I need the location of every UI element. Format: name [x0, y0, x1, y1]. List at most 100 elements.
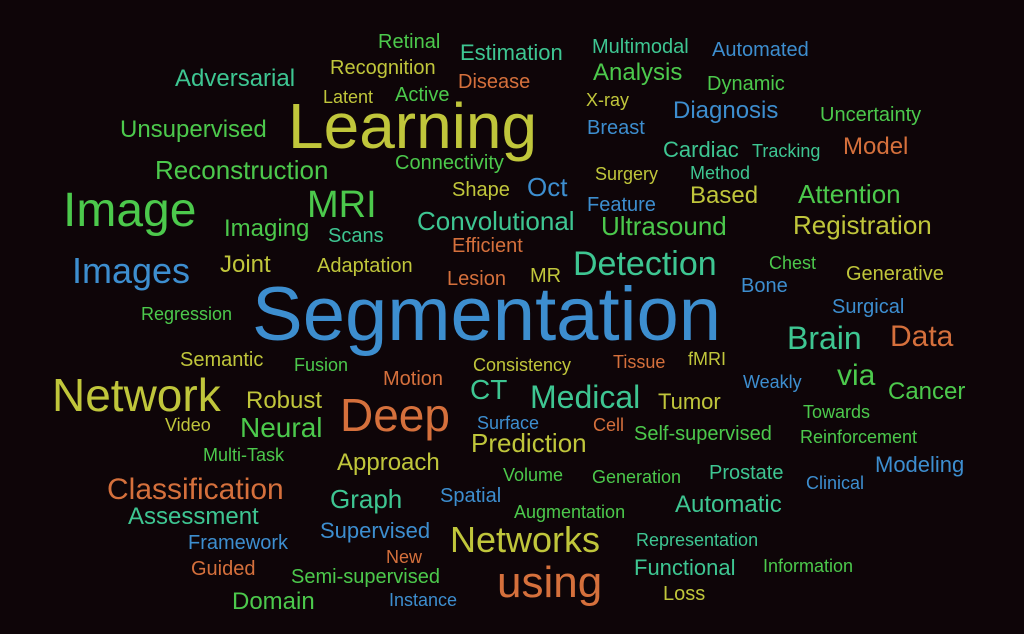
word: Cell	[593, 415, 624, 435]
word: via	[837, 359, 876, 392]
word: Towards	[803, 402, 870, 422]
word: Spatial	[440, 485, 501, 507]
word: Generation	[592, 467, 681, 487]
word: Tracking	[752, 141, 820, 161]
word: New	[386, 547, 423, 567]
word: Information	[763, 556, 853, 576]
word: Scans	[328, 225, 384, 247]
word: Networks	[450, 519, 600, 560]
word: Connectivity	[395, 152, 504, 174]
word: Motion	[383, 368, 443, 390]
word: X-ray	[586, 90, 629, 110]
word: Deep	[340, 389, 450, 441]
word: Cardiac	[663, 137, 739, 162]
word: Disease	[458, 71, 530, 93]
word: Bone	[741, 275, 788, 297]
word: Guided	[191, 558, 256, 580]
word: Method	[690, 163, 750, 183]
word: Brain	[787, 320, 862, 356]
word: Joint	[220, 251, 271, 278]
word: Functional	[634, 555, 736, 580]
word: Clinical	[806, 473, 864, 493]
word: Ultrasound	[601, 211, 727, 241]
word: Automated	[712, 39, 809, 61]
word: Reinforcement	[800, 427, 917, 447]
word: Regression	[141, 304, 232, 324]
word: Automatic	[675, 491, 782, 518]
word: Segmentation	[252, 272, 721, 357]
word: Semantic	[180, 349, 263, 371]
word: Chest	[769, 253, 816, 273]
word: Neural	[240, 412, 322, 443]
word: Surgical	[832, 296, 904, 318]
word: Representation	[636, 530, 758, 550]
word: Efficient	[452, 235, 523, 257]
word: Classification	[107, 473, 284, 506]
word: Based	[690, 182, 758, 209]
word: Surgery	[595, 164, 658, 184]
word: Model	[843, 133, 908, 160]
word: Uncertainty	[820, 104, 921, 126]
word: Supervised	[320, 518, 430, 543]
word: MRI	[307, 184, 377, 226]
word: Attention	[798, 179, 901, 209]
word: Tumor	[658, 389, 721, 414]
word: Multi-Task	[203, 445, 285, 465]
word: Video	[165, 415, 211, 435]
word: Fusion	[294, 355, 348, 375]
word: CT	[470, 374, 507, 405]
word: Graph	[330, 484, 402, 514]
word: Images	[72, 250, 190, 291]
word: Image	[63, 184, 196, 237]
word: Loss	[663, 583, 705, 605]
word: Detection	[573, 245, 717, 283]
word: Semi-supervised	[291, 566, 440, 588]
word: Unsupervised	[120, 116, 267, 143]
word: Data	[890, 320, 954, 353]
word: Registration	[793, 210, 932, 240]
word: Network	[52, 369, 222, 421]
word: Cancer	[888, 378, 965, 405]
word: Surface	[477, 413, 539, 433]
word: MR	[530, 265, 561, 287]
word: Assessment	[128, 503, 259, 530]
word: Weakly	[743, 372, 802, 392]
word: Analysis	[593, 59, 682, 86]
word: Instance	[389, 590, 457, 610]
word: Domain	[232, 588, 315, 615]
word: Prediction	[471, 428, 587, 458]
word: Diagnosis	[673, 97, 778, 124]
word: Tissue	[613, 352, 665, 372]
word: Retinal	[378, 31, 440, 53]
word: Generative	[846, 263, 944, 285]
word: Multimodal	[592, 36, 689, 58]
word: Modeling	[875, 452, 964, 477]
word: Robust	[246, 387, 322, 414]
word: Adversarial	[175, 65, 295, 92]
word: Feature	[587, 194, 656, 216]
word: Reconstruction	[155, 155, 328, 185]
word: Latent	[323, 87, 373, 107]
word: using	[497, 558, 602, 607]
word: Prostate	[709, 462, 783, 484]
word: Imaging	[224, 215, 309, 242]
word: Framework	[188, 532, 289, 554]
word: Dynamic	[707, 73, 785, 95]
word: Active	[395, 84, 449, 106]
word: Convolutional	[417, 206, 575, 236]
word: fMRI	[688, 349, 726, 369]
word: Breast	[587, 117, 645, 139]
word: Medical	[530, 379, 640, 415]
word: Recognition	[330, 57, 436, 79]
word: Shape	[452, 179, 510, 201]
word: Augmentation	[514, 502, 625, 522]
word: Volume	[503, 465, 563, 485]
word: Adaptation	[317, 255, 413, 277]
word: Self-supervised	[634, 423, 772, 445]
word: Estimation	[460, 40, 563, 65]
word: Learning	[288, 90, 537, 162]
word: Consistency	[473, 355, 571, 375]
